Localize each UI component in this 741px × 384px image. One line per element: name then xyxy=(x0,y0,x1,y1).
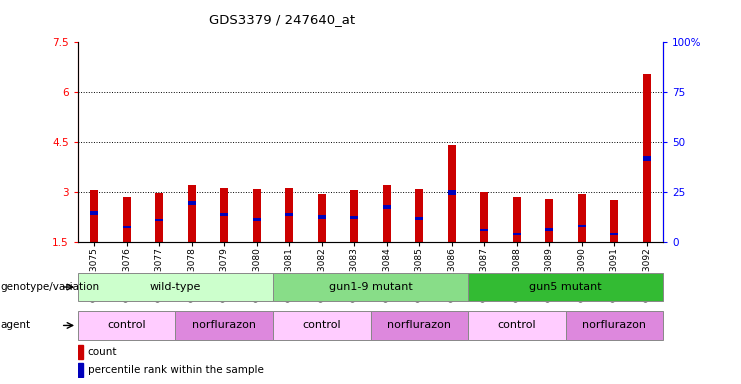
Bar xyxy=(578,194,586,242)
Bar xyxy=(565,311,663,340)
Bar xyxy=(220,188,228,242)
Text: control: control xyxy=(302,320,341,331)
Text: norflurazon: norflurazon xyxy=(388,320,451,331)
Bar xyxy=(370,311,468,340)
Bar xyxy=(480,192,488,242)
Bar xyxy=(643,74,651,242)
Bar xyxy=(285,213,293,216)
Bar xyxy=(285,188,293,242)
Bar xyxy=(253,218,261,221)
Bar xyxy=(78,273,273,301)
Bar xyxy=(187,185,196,242)
Bar xyxy=(415,189,423,242)
Bar xyxy=(90,190,98,242)
Bar xyxy=(468,311,565,340)
Bar xyxy=(176,311,273,340)
Bar xyxy=(545,199,554,242)
Text: gun1-9 mutant: gun1-9 mutant xyxy=(328,282,413,292)
Text: wild-type: wild-type xyxy=(150,282,201,292)
Bar xyxy=(415,217,423,220)
Bar xyxy=(78,346,83,359)
Bar xyxy=(318,194,326,242)
Bar xyxy=(155,218,163,221)
Text: control: control xyxy=(107,320,146,331)
Bar xyxy=(78,311,176,340)
Bar xyxy=(382,185,391,242)
Bar xyxy=(643,156,651,161)
Text: norflurazon: norflurazon xyxy=(582,320,646,331)
Bar xyxy=(78,363,83,376)
Bar xyxy=(448,190,456,195)
Bar xyxy=(611,233,619,235)
Bar xyxy=(273,273,468,301)
Bar xyxy=(545,228,554,231)
Text: percentile rank within the sample: percentile rank within the sample xyxy=(87,365,264,375)
Text: GDS3379 / 247640_at: GDS3379 / 247640_at xyxy=(208,13,355,26)
Bar xyxy=(480,228,488,231)
Text: control: control xyxy=(497,320,536,331)
Text: norflurazon: norflurazon xyxy=(192,320,256,331)
Bar xyxy=(448,145,456,242)
Bar xyxy=(611,200,619,242)
Bar xyxy=(513,233,521,235)
Text: count: count xyxy=(87,347,117,357)
Bar xyxy=(382,205,391,209)
Bar xyxy=(578,225,586,227)
Bar xyxy=(187,201,196,205)
Bar xyxy=(468,273,663,301)
Text: gun5 mutant: gun5 mutant xyxy=(529,282,602,292)
Bar xyxy=(350,216,359,219)
Bar xyxy=(273,311,370,340)
Text: agent: agent xyxy=(1,320,31,331)
Bar xyxy=(90,211,98,215)
Bar xyxy=(122,226,130,228)
Bar xyxy=(155,193,163,242)
Bar xyxy=(350,190,359,242)
Bar xyxy=(253,189,261,242)
Text: genotype/variation: genotype/variation xyxy=(1,282,100,292)
Bar xyxy=(513,197,521,242)
Bar xyxy=(318,215,326,219)
Bar xyxy=(122,197,130,242)
Bar xyxy=(220,213,228,216)
